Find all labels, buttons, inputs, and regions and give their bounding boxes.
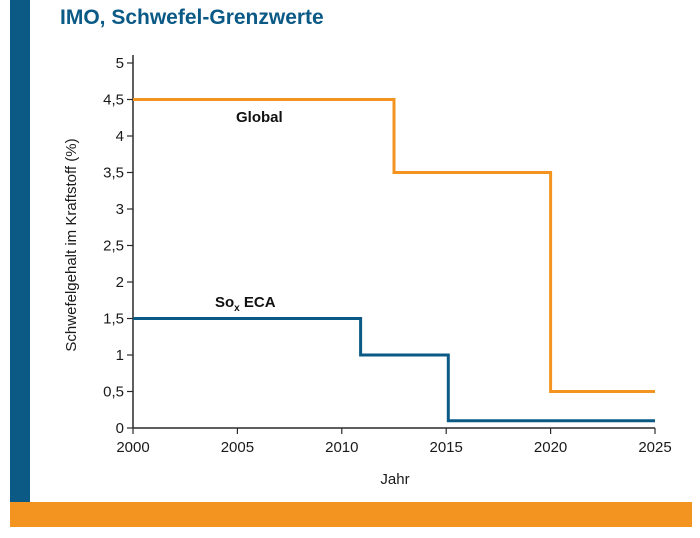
series-label-sox-eca: Sox ECA [215,294,276,314]
series-line-global [133,98,655,393]
y-tick-label: 3,5 [103,165,124,182]
y-axis-title: Schwefelgehalt im Kraftstoff (%) [63,138,80,351]
y-tick-label: 2 [116,274,124,291]
x-tick-label: 2020 [534,439,567,456]
x-tick-label: 2000 [116,439,149,456]
y-tick-label: 0 [116,420,124,437]
y-tick-label: 2,5 [103,238,124,255]
series-label-sox-sub: x [234,303,240,314]
y-tick-label: 4,5 [103,92,124,109]
left-accent-bar [10,0,30,502]
y-tick-label: 4 [116,128,124,145]
series-label-sox-main: So [215,294,234,311]
y-tick-label: 0,5 [103,384,124,401]
x-axis-ticks: 2000 2005 2010 2015 2020 2025 [116,428,672,456]
y-axis-ticks: 0 0,5 1 1,5 2 2,5 3 3,5 4 4,5 5 [103,55,133,437]
x-axis-title: Jahr [380,471,409,488]
series-line-sox-eca [133,317,655,423]
bottom-accent-bar [10,502,692,527]
x-tick-label: 2005 [221,439,254,456]
chart-title: IMO, Schwefel-Grenzwerte [60,6,324,29]
x-tick-label: 2025 [638,439,671,456]
series-group [133,98,655,423]
y-tick-label: 3 [116,201,124,218]
series-label-sox-suffix: ECA [240,294,276,311]
y-tick-label: 5 [116,55,124,72]
x-tick-label: 2010 [325,439,358,456]
x-tick-label: 2015 [430,439,463,456]
y-tick-label: 1,5 [103,311,124,328]
y-tick-label: 1 [116,347,124,364]
series-label-global: Global [236,109,283,126]
